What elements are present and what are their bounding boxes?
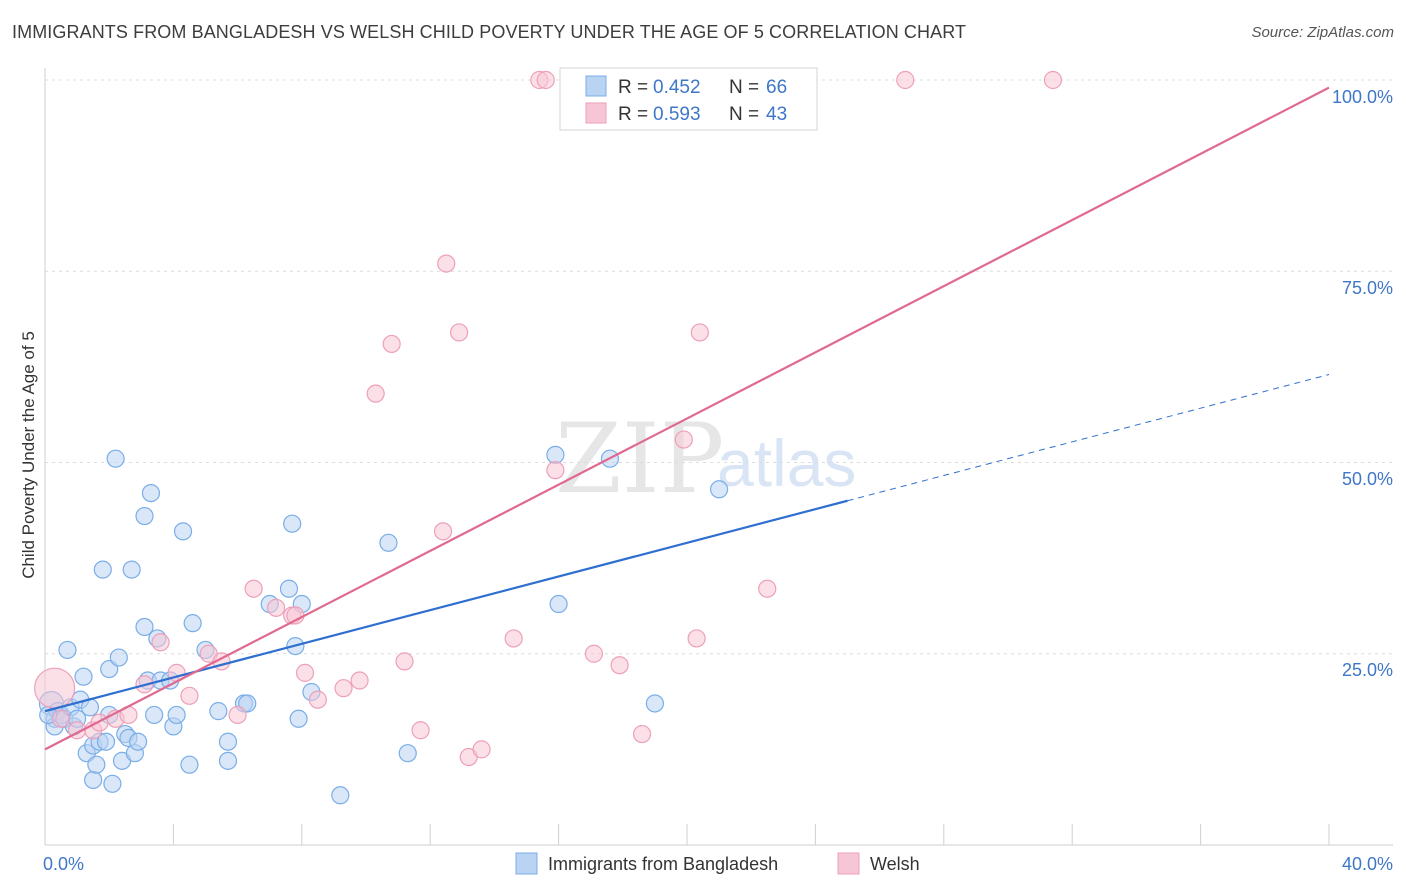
point-welsh-4 [90, 713, 109, 732]
point-welsh-24 [395, 652, 414, 671]
watermark-zip: ZIP [555, 403, 724, 515]
point-welsh-41 [758, 579, 777, 598]
point-bangladesh-64 [709, 480, 729, 499]
point-bangladesh-63 [645, 694, 665, 713]
point-bangladesh-18 [93, 560, 112, 579]
point-welsh-15 [267, 598, 286, 617]
point-bangladesh-54 [289, 709, 308, 728]
point-bangladesh-15 [84, 770, 103, 790]
point-welsh-22 [366, 384, 385, 403]
point-welsh-25 [411, 721, 430, 740]
trend-line-bangladesh [44, 499, 848, 713]
point-welsh-43 [1043, 70, 1063, 90]
trend-lines [44, 86, 1330, 751]
point-welsh-8 [151, 633, 170, 652]
trend-line-welsh [44, 86, 1330, 751]
point-welsh-14 [244, 579, 263, 598]
data-points [34, 70, 1063, 805]
point-bangladesh-31 [135, 506, 154, 526]
point-bangladesh-24 [109, 648, 128, 667]
point-welsh-36 [610, 656, 629, 675]
bottom-legend-swatch-welsh [837, 852, 860, 875]
point-bangladesh-34 [141, 484, 161, 503]
point-bangladesh-47 [218, 751, 238, 770]
point-welsh-20 [334, 679, 353, 698]
point-welsh-40 [690, 323, 709, 342]
point-welsh-27 [437, 254, 456, 273]
point-bangladesh-57 [331, 786, 350, 805]
point-welsh-19 [308, 690, 327, 709]
point-bangladesh-40 [167, 705, 186, 725]
legend: R = 0.452 N = 66 R = 0.593 N = 43 [559, 67, 818, 131]
legend-n-label-0: N = [729, 77, 759, 98]
point-bangladesh-19 [96, 732, 116, 751]
point-bangladesh-11 [74, 667, 93, 686]
point-welsh-30 [472, 740, 491, 759]
point-welsh-21 [350, 671, 369, 690]
legend-n-value-0: 66 [766, 77, 787, 98]
point-bangladesh-35 [145, 705, 164, 725]
point-welsh-42 [896, 70, 915, 90]
point-bangladesh-61 [549, 594, 568, 614]
bottom-legend-label-bangladesh: Immigrants from Bangladesh [548, 854, 778, 874]
bottom-legend-swatch-bangladesh [515, 852, 538, 875]
point-welsh-23 [382, 334, 401, 354]
point-welsh-18 [295, 663, 315, 682]
trend-line-bangladesh-extension [847, 374, 1330, 502]
y-axis-title: Child Poverty Under the Age of 5 [19, 331, 38, 579]
legend-swatch-bangladesh [585, 75, 607, 97]
chart-title: IMMIGRANTS FROM BANGLADESH VS WELSH CHIL… [12, 22, 967, 42]
point-bangladesh-58 [379, 533, 398, 552]
x-ticks [44, 824, 1330, 845]
point-bangladesh-42 [180, 755, 199, 774]
point-welsh-13 [228, 705, 247, 725]
legend-n-label-1: N = [729, 104, 759, 125]
x-tick-label-max: 40.0% [1342, 854, 1393, 874]
point-bangladesh-51 [279, 579, 299, 598]
y-tick-label-75: 75.0% [1342, 278, 1393, 298]
point-welsh-35 [584, 644, 604, 663]
legend-r-label-1: R = [618, 104, 648, 125]
point-bangladesh-16 [87, 755, 106, 774]
point-bangladesh-6 [58, 640, 77, 660]
point-bangladesh-23 [106, 449, 125, 468]
bottom-legend-label-welsh: Welsh [870, 854, 920, 874]
point-welsh-28 [449, 323, 469, 342]
bottom-legend: Immigrants from Bangladesh Welsh [515, 852, 920, 875]
point-welsh-26 [433, 522, 453, 541]
point-welsh-39 [687, 629, 706, 648]
legend-r-label-0: R = [618, 77, 648, 98]
point-bangladesh-43 [183, 614, 202, 633]
point-bangladesh-28 [122, 560, 141, 579]
watermark-atlas: atlas [717, 426, 856, 500]
point-welsh-1 [51, 709, 71, 728]
legend-r-value-1: 0.593 [653, 104, 701, 125]
point-welsh-0 [34, 667, 76, 709]
point-welsh-31 [504, 629, 523, 648]
point-bangladesh-46 [218, 732, 238, 751]
y-tick-label-50: 50.0% [1342, 469, 1393, 489]
point-welsh-37 [632, 724, 652, 744]
gridlines [45, 79, 1393, 655]
y-tick-label-100: 100.0% [1332, 87, 1393, 107]
point-bangladesh-60 [546, 445, 565, 464]
y-tick-label-25: 25.0% [1342, 660, 1393, 680]
legend-n-value-1: 43 [766, 104, 787, 125]
x-tick-label-min: 0.0% [43, 854, 84, 874]
point-welsh-33 [536, 70, 555, 90]
point-welsh-10 [180, 686, 199, 705]
point-bangladesh-30 [128, 732, 148, 751]
point-bangladesh-41 [173, 522, 193, 541]
chart-source: Source: ZipAtlas.com [1251, 24, 1394, 41]
point-bangladesh-52 [283, 514, 302, 533]
point-welsh-34 [546, 461, 565, 480]
point-bangladesh-59 [398, 744, 417, 763]
point-bangladesh-32 [135, 617, 154, 637]
legend-r-value-0: 0.452 [653, 77, 701, 98]
legend-swatch-welsh [585, 102, 607, 124]
point-welsh-38 [674, 430, 693, 449]
point-bangladesh-45 [209, 702, 228, 721]
point-bangladesh-22 [103, 774, 122, 793]
